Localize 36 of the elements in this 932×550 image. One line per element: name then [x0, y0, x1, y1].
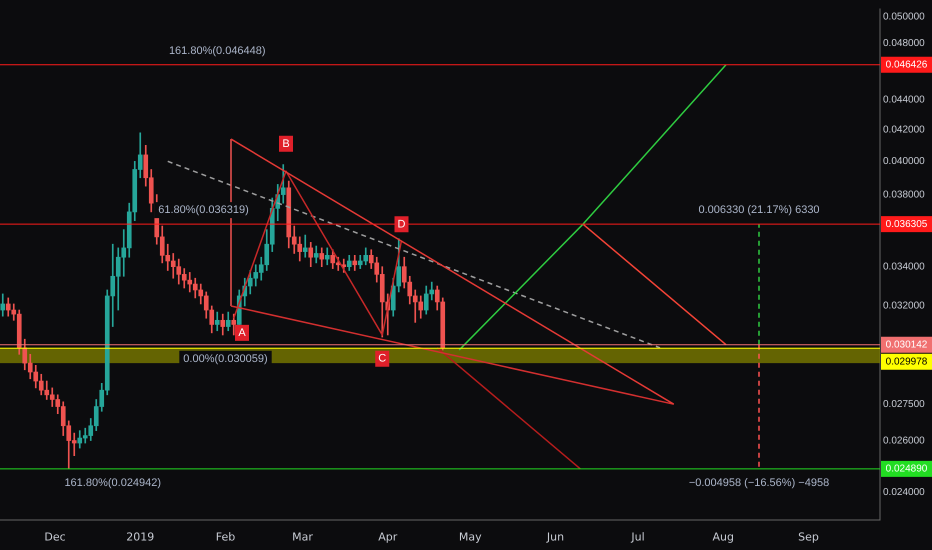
ref-line-label: 0.036305: [886, 218, 928, 230]
annotation: 0.00%(0.030059): [183, 352, 268, 365]
y-tick-label: 0.040000: [883, 156, 926, 168]
y-tick-label: 0.032000: [883, 300, 926, 312]
x-tick-label: Apr: [378, 530, 398, 544]
y-tick-label: 0.048000: [883, 38, 926, 49]
x-tick-label: Aug: [712, 530, 734, 544]
y-tick-label: 0.027500: [883, 398, 926, 410]
annotation: D: [398, 218, 406, 230]
annotation: 61.80%(0.036319): [158, 204, 249, 216]
x-tick-label: Sep: [798, 530, 819, 544]
x-tick-label: Jul: [630, 530, 645, 544]
y-tick-label: 0.042000: [883, 124, 926, 136]
y-tick-label: 0.050000: [883, 11, 926, 22]
y-tick-label: 0.034000: [883, 261, 926, 272]
ref-line-label: 0.029978: [886, 356, 928, 368]
y-tick-label: 0.044000: [883, 94, 926, 106]
ref-line-label: 0.046426: [886, 60, 928, 71]
x-tick-label: Feb: [216, 530, 236, 544]
annotation: A: [238, 326, 246, 339]
annotation: 161.80%(0.046448): [168, 44, 266, 57]
x-tick-label: May: [458, 530, 482, 544]
x-tick-label: Jun: [546, 530, 564, 544]
y-tick-label: 0.026000: [883, 435, 926, 446]
annotation: 0.006330 (21.17%) 6330: [698, 204, 820, 216]
x-tick-label: 2019: [126, 530, 154, 544]
ref-line-label: 0.024890: [886, 464, 928, 475]
annotation: C: [378, 352, 386, 365]
y-tick-label: 0.024000: [883, 487, 926, 498]
annotation: 161.80%(0.024942): [64, 476, 162, 489]
annotation: B: [282, 138, 290, 150]
x-tick-label: Dec: [44, 530, 66, 544]
ref-line-label: 0.030142: [886, 339, 928, 350]
annotation: −0.004958 (−16.56%) −4958: [688, 476, 830, 489]
x-tick-label: Mar: [292, 530, 314, 544]
y-tick-label: 0.038000: [883, 189, 926, 200]
